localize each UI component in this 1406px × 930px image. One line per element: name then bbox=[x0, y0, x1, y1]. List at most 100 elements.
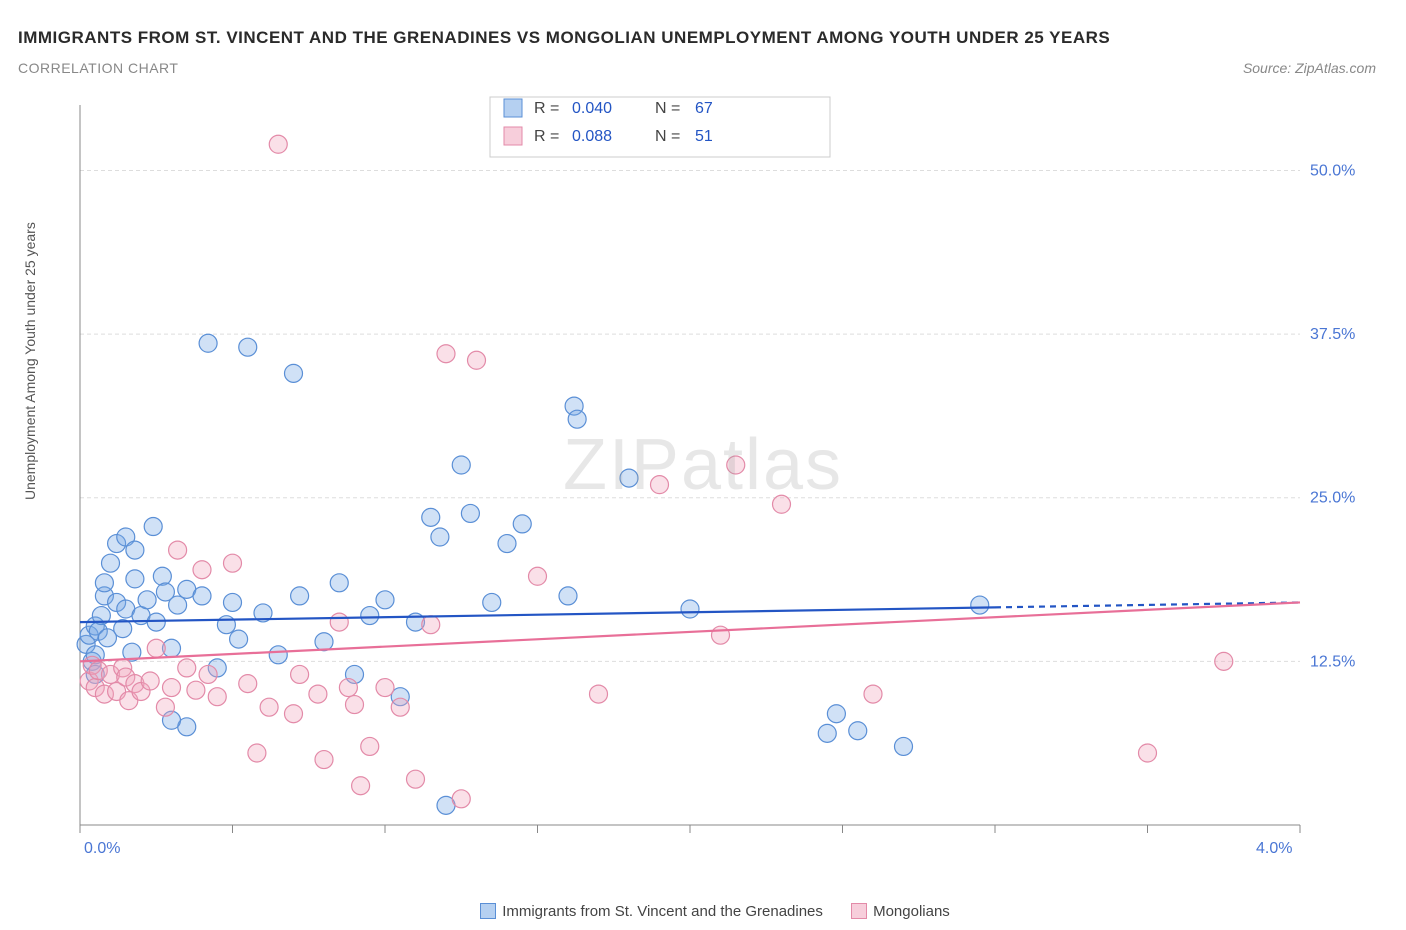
svg-text:4.0%: 4.0% bbox=[1256, 840, 1292, 857]
data-point bbox=[239, 338, 257, 356]
data-point bbox=[590, 685, 608, 703]
data-point bbox=[376, 591, 394, 609]
data-point bbox=[330, 613, 348, 631]
svg-text:0.0%: 0.0% bbox=[84, 840, 120, 857]
data-point bbox=[147, 613, 165, 631]
data-point bbox=[315, 633, 333, 651]
data-point bbox=[224, 593, 242, 611]
data-point bbox=[193, 561, 211, 579]
data-point bbox=[391, 698, 409, 716]
data-point bbox=[269, 646, 287, 664]
data-point bbox=[452, 456, 470, 474]
data-point bbox=[126, 541, 144, 559]
data-point bbox=[230, 630, 248, 648]
data-point bbox=[468, 351, 486, 369]
y-axis-label: Unemployment Among Youth under 25 years bbox=[22, 222, 38, 500]
svg-text:25.0%: 25.0% bbox=[1310, 490, 1355, 507]
data-point bbox=[681, 600, 699, 618]
data-point bbox=[224, 554, 242, 572]
data-point bbox=[248, 744, 266, 762]
data-point bbox=[452, 790, 470, 808]
data-point bbox=[309, 685, 327, 703]
data-point bbox=[422, 508, 440, 526]
data-point bbox=[864, 685, 882, 703]
data-point bbox=[102, 554, 120, 572]
data-point bbox=[187, 681, 205, 699]
data-point bbox=[291, 665, 309, 683]
data-point bbox=[498, 535, 516, 553]
data-point bbox=[208, 688, 226, 706]
data-point bbox=[407, 770, 425, 788]
data-point bbox=[361, 737, 379, 755]
svg-text:12.5%: 12.5% bbox=[1310, 653, 1355, 670]
data-point bbox=[422, 616, 440, 634]
data-point bbox=[818, 724, 836, 742]
data-point bbox=[144, 518, 162, 536]
data-point bbox=[773, 495, 791, 513]
data-point bbox=[1215, 652, 1233, 670]
data-point bbox=[199, 334, 217, 352]
svg-text:R =: R = bbox=[534, 100, 559, 117]
data-point bbox=[141, 672, 159, 690]
data-point bbox=[712, 626, 730, 644]
data-point bbox=[169, 596, 187, 614]
data-point bbox=[163, 679, 181, 697]
data-point bbox=[156, 698, 174, 716]
data-point bbox=[1139, 744, 1157, 762]
source-label: Source: ZipAtlas.com bbox=[1243, 60, 1376, 76]
legend-swatch-blue bbox=[480, 903, 496, 919]
data-point bbox=[239, 675, 257, 693]
data-point bbox=[138, 591, 156, 609]
data-point bbox=[376, 679, 394, 697]
data-point bbox=[895, 737, 913, 755]
data-point bbox=[285, 364, 303, 382]
data-point bbox=[568, 410, 586, 428]
data-point bbox=[461, 504, 479, 522]
data-point bbox=[849, 722, 867, 740]
svg-text:67: 67 bbox=[695, 100, 713, 117]
data-point bbox=[513, 515, 531, 533]
data-point bbox=[285, 705, 303, 723]
svg-text:0.040: 0.040 bbox=[572, 100, 612, 117]
svg-text:50.0%: 50.0% bbox=[1310, 162, 1355, 179]
svg-text:N =: N = bbox=[655, 100, 680, 117]
svg-text:0.088: 0.088 bbox=[572, 128, 612, 145]
data-point bbox=[169, 541, 187, 559]
data-point bbox=[95, 574, 113, 592]
svg-text:37.5%: 37.5% bbox=[1310, 326, 1355, 343]
data-point bbox=[559, 587, 577, 605]
data-point bbox=[315, 751, 333, 769]
data-point bbox=[178, 659, 196, 677]
data-point bbox=[346, 696, 364, 714]
data-point bbox=[193, 587, 211, 605]
data-point bbox=[620, 469, 638, 487]
data-point bbox=[126, 570, 144, 588]
data-point bbox=[199, 665, 217, 683]
data-point bbox=[330, 574, 348, 592]
legend-bottom: Immigrants from St. Vincent and the Gren… bbox=[0, 903, 1406, 920]
data-point bbox=[727, 456, 745, 474]
svg-text:R =: R = bbox=[534, 128, 559, 145]
page-title: IMMIGRANTS FROM ST. VINCENT AND THE GREN… bbox=[18, 28, 1110, 48]
chart-subtitle: CORRELATION CHART bbox=[18, 60, 178, 76]
data-point bbox=[483, 593, 501, 611]
data-point bbox=[291, 587, 309, 605]
data-point bbox=[971, 596, 989, 614]
data-point bbox=[361, 607, 379, 625]
legend-swatch-pink bbox=[851, 903, 867, 919]
data-point bbox=[651, 476, 669, 494]
scatter-plot: 12.5% 25.0% 37.5% 50.0% 0.0% 4.0% R = 0.040 N = 6… bbox=[60, 95, 1370, 870]
legend-label-a: Immigrants from St. Vincent and the Gren… bbox=[502, 903, 823, 920]
legend-label-b: Mongolians bbox=[873, 903, 950, 920]
data-point bbox=[437, 345, 455, 363]
data-point bbox=[217, 616, 235, 634]
data-point bbox=[339, 679, 357, 697]
data-point bbox=[529, 567, 547, 585]
data-point bbox=[147, 639, 165, 657]
data-point bbox=[431, 528, 449, 546]
data-point bbox=[352, 777, 370, 795]
data-point bbox=[269, 135, 287, 153]
data-point bbox=[260, 698, 278, 716]
data-point bbox=[153, 567, 171, 585]
svg-text:N =: N = bbox=[655, 128, 680, 145]
